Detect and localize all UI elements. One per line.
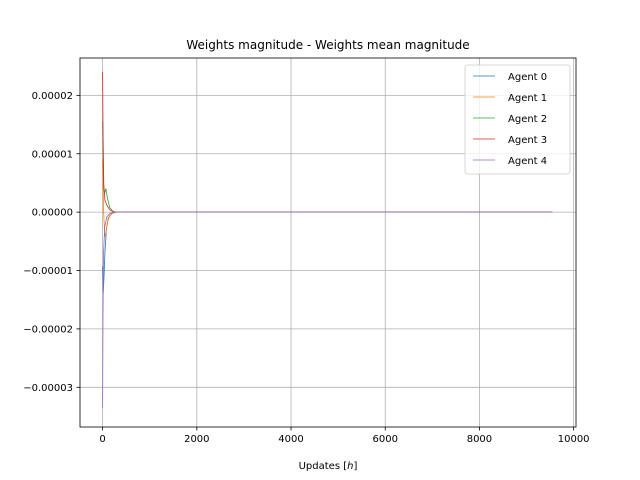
x-axis-ticks: 0 2000 4000 6000 8000 10000	[99, 427, 590, 445]
legend-entry-agent-1: Agent 1	[508, 93, 547, 104]
x-tick-label: 0	[99, 434, 105, 445]
series-line-agent-3	[102, 72, 553, 213]
legend: Agent 0 Agent 1 Agent 2 Agent 3 Agent 4	[464, 64, 571, 175]
x-tick-label: 6000	[373, 434, 398, 445]
x-tick-label: 2000	[184, 434, 209, 445]
legend-entry-agent-3: Agent 3	[508, 135, 547, 146]
x-axis-label: Updates [h]	[299, 461, 358, 472]
y-tick-label: 0.00000	[32, 208, 73, 219]
legend-entry-agent-0: Agent 0	[508, 72, 547, 83]
series-line-agent-4	[102, 211, 553, 408]
y-axis-ticks: −0.00003 −0.00002 −0.00001 0.00000 0.00001 0.…	[23, 91, 80, 394]
x-tick-label: 4000	[278, 434, 303, 445]
x-axis-label-main: Updates	[299, 461, 344, 472]
legend-entry-agent-2: Agent 2	[508, 114, 547, 125]
y-tick-label: −0.00002	[23, 324, 73, 335]
legend-entry-agent-4: Agent 4	[508, 156, 547, 167]
x-axis-label-variable: h	[347, 461, 353, 472]
plot-frame	[79, 57, 577, 428]
x-tick-label: 10000	[558, 434, 590, 445]
legend-box	[464, 64, 571, 175]
series-lines	[102, 72, 553, 408]
y-tick-label: −0.00001	[23, 266, 73, 277]
y-tick-label: 0.00001	[32, 149, 73, 160]
y-tick-label: 0.00002	[32, 91, 73, 102]
y-tick-label: −0.00003	[23, 383, 73, 394]
chart-title: Weights magnitude - Weights mean magnitu…	[186, 38, 469, 52]
x-tick-label: 8000	[467, 434, 492, 445]
